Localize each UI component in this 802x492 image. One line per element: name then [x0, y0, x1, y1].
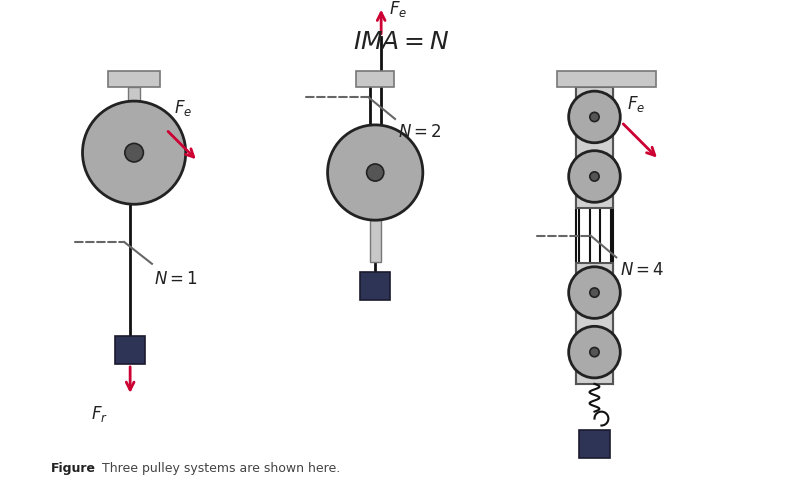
Circle shape [569, 267, 620, 318]
Bar [370, 220, 381, 262]
Text: $IMA = N$: $IMA = N$ [353, 30, 449, 54]
Bar [128, 87, 140, 101]
Text: Figure: Figure [51, 461, 95, 475]
Bar [115, 336, 145, 364]
Circle shape [327, 125, 423, 220]
FancyBboxPatch shape [576, 263, 614, 384]
Bar [360, 272, 390, 300]
Text: $F_e$: $F_e$ [389, 0, 407, 19]
Circle shape [589, 172, 599, 181]
Circle shape [589, 347, 599, 357]
Circle shape [569, 91, 620, 143]
Bar [356, 71, 394, 87]
Bar [578, 430, 610, 458]
Text: Three pulley systems are shown here.: Three pulley systems are shown here. [103, 461, 341, 475]
Bar [557, 71, 656, 87]
Text: $N = 1$: $N = 1$ [154, 270, 198, 288]
Text: $F_r$: $F_r$ [91, 404, 108, 424]
Circle shape [125, 143, 144, 162]
Text: $N = 2$: $N = 2$ [398, 123, 442, 141]
Bar [108, 71, 160, 87]
Text: $F_e$: $F_e$ [174, 97, 192, 118]
Text: $N = 4$: $N = 4$ [620, 261, 665, 279]
Circle shape [367, 164, 384, 181]
Circle shape [569, 151, 620, 202]
Text: $F_e$: $F_e$ [627, 94, 646, 114]
Circle shape [83, 101, 186, 204]
Circle shape [589, 288, 599, 297]
Circle shape [589, 112, 599, 122]
Circle shape [569, 326, 620, 378]
FancyBboxPatch shape [576, 87, 614, 208]
